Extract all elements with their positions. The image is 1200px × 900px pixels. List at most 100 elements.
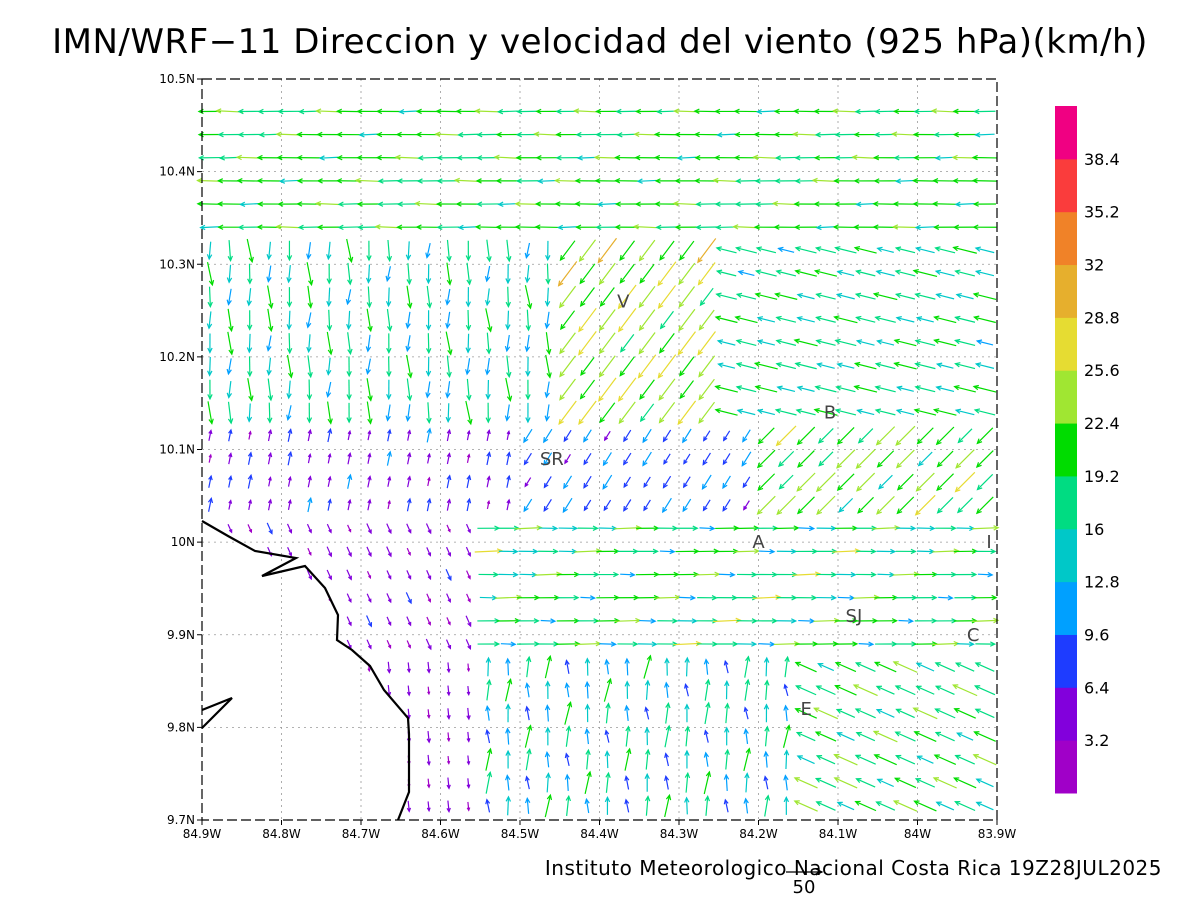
wind-vector [536, 594, 561, 601]
wind-vector [874, 315, 896, 323]
wind-vector [703, 770, 712, 795]
wind-vector [694, 571, 721, 578]
wind-vector [287, 428, 293, 442]
wind-vector [506, 429, 511, 440]
wind-vector [774, 408, 797, 416]
wind-vector [734, 201, 758, 207]
wind-vector [816, 525, 837, 532]
wind-vector [712, 177, 740, 184]
wind-vector [619, 240, 636, 262]
wind-vector [678, 308, 696, 332]
wind-vector [456, 155, 480, 161]
wind-vector [465, 240, 472, 262]
wind-vector [617, 284, 637, 310]
wind-vector [425, 381, 431, 399]
wind-vector [855, 315, 876, 323]
wind-vector [545, 680, 551, 699]
wind-vector [935, 362, 954, 369]
wind-vector [734, 315, 758, 324]
wind-vector [457, 132, 479, 138]
wind-vector [425, 356, 432, 377]
wind-vector [715, 292, 737, 300]
wind-vector [793, 800, 818, 812]
wind-vector [954, 594, 978, 601]
wind-vector [855, 731, 876, 742]
wind-vector [346, 546, 352, 558]
wind-vector [446, 355, 452, 379]
wind-vector [678, 262, 696, 286]
wind-vector [794, 361, 817, 370]
wind-vector [465, 639, 472, 650]
wind-vector [977, 571, 994, 578]
wind-vector [753, 361, 778, 370]
wind-vector [644, 772, 650, 792]
wind-vector [405, 311, 411, 330]
lat-tick-label: 9.7N [167, 813, 195, 827]
wind-vector [774, 178, 798, 184]
wind-vector [486, 239, 492, 263]
wind-vector [783, 774, 789, 791]
wind-vector [426, 661, 431, 674]
wind-vector [580, 595, 597, 601]
wind-vector [524, 724, 533, 748]
wind-vector [505, 286, 511, 308]
wind-vector [734, 548, 761, 554]
wind-vector [875, 641, 898, 647]
wind-vector [375, 108, 401, 115]
wind-vector [286, 523, 293, 534]
wind-vector [326, 331, 334, 356]
wind-vector [735, 178, 757, 184]
wind-vector [356, 201, 380, 207]
wind-vector [406, 708, 411, 720]
wind-vector [559, 548, 578, 555]
wind-vector [614, 617, 642, 624]
wind-vector [816, 571, 838, 578]
wind-vector [813, 201, 838, 207]
wind-vector [752, 594, 782, 600]
wind-vector [637, 641, 658, 647]
wind-vector [834, 246, 857, 254]
wind-vector [876, 778, 894, 788]
wind-vector [346, 238, 354, 264]
wind-vector [446, 524, 451, 533]
colorbar-segment [1055, 158, 1077, 213]
wind-vector [545, 354, 552, 379]
wind-vector [406, 547, 411, 556]
wind-vector [723, 659, 729, 674]
wind-vector [605, 771, 611, 793]
wind-vector [764, 794, 771, 817]
wind-vector [577, 525, 599, 531]
wind-vector [366, 570, 372, 580]
wind-vector [479, 595, 498, 601]
wind-vector [427, 686, 431, 696]
wind-vector [637, 354, 657, 379]
wind-vector [208, 453, 212, 463]
wind-vector [914, 594, 938, 601]
wind-vector [425, 243, 431, 259]
wind-vector [742, 476, 751, 489]
wind-vector [598, 355, 616, 378]
wind-vector [679, 595, 697, 601]
wind-vector [524, 477, 532, 488]
wind-vector [505, 749, 511, 769]
wind-vector [657, 285, 676, 310]
wind-vector [676, 155, 697, 161]
wind-vector [564, 700, 573, 725]
wind-vector [913, 408, 937, 416]
wind-vector [956, 732, 974, 741]
wind-vector [793, 338, 818, 347]
wind-vector [227, 331, 234, 356]
wind-vector [228, 475, 233, 488]
wind-vector [226, 380, 233, 399]
wind-vector [619, 356, 635, 377]
wind-vector [604, 658, 610, 675]
wind-vector [426, 570, 432, 581]
wind-vector [834, 408, 857, 416]
wind-vector [896, 385, 914, 392]
wind-vector [466, 593, 471, 603]
lat-tick-label: 9.9N [167, 628, 195, 642]
wind-vector [976, 473, 994, 491]
wind-vector [525, 655, 532, 678]
wind-vector [814, 132, 837, 138]
wind-vector [954, 269, 976, 277]
